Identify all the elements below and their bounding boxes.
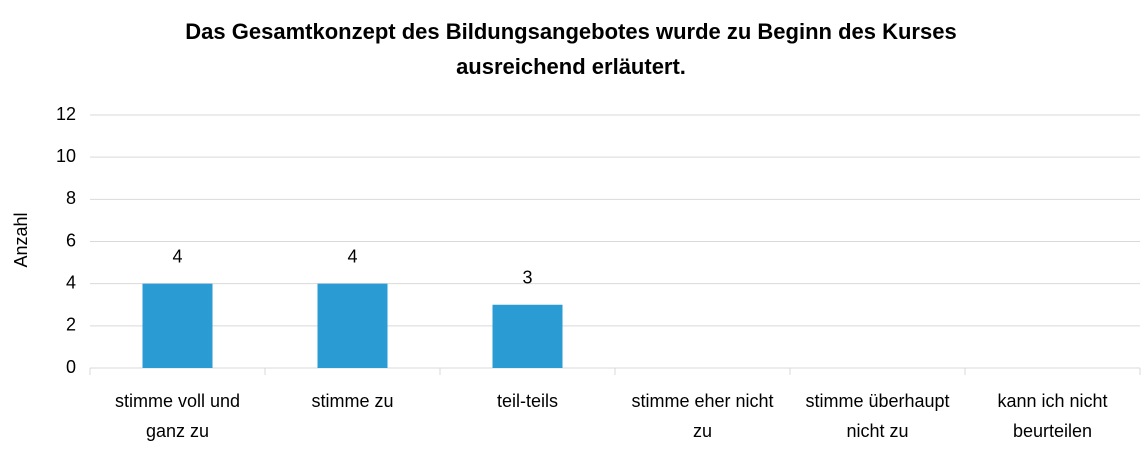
data-label: 4 bbox=[172, 246, 182, 266]
y-tick-label: 12 bbox=[56, 104, 76, 124]
x-tick-label: stimme eher nicht zu bbox=[631, 391, 774, 441]
y-tick-label: 2 bbox=[66, 315, 76, 335]
y-tick-label: 10 bbox=[56, 146, 76, 166]
x-tick-label: kann ich nicht beurteilen bbox=[997, 391, 1108, 441]
x-tick-label: teil-teils bbox=[496, 391, 558, 411]
bar bbox=[142, 283, 213, 368]
y-axis-label: Anzahl bbox=[11, 212, 31, 267]
x-tick-label: stimme zu bbox=[311, 391, 394, 411]
x-tick-label: stimme überhaupt nicht zu bbox=[805, 391, 950, 441]
x-tick-label: stimme voll und ganz zu bbox=[114, 391, 241, 441]
data-label: 4 bbox=[347, 246, 357, 266]
chart-title: Das Gesamtkonzept des Bildungsangebotes … bbox=[185, 19, 957, 79]
bar bbox=[317, 283, 388, 368]
y-tick-label: 8 bbox=[66, 188, 76, 208]
data-label: 3 bbox=[522, 268, 532, 288]
y-tick-label: 0 bbox=[66, 357, 76, 377]
bar bbox=[492, 304, 563, 368]
y-tick-label: 4 bbox=[66, 272, 76, 292]
y-tick-label: 6 bbox=[66, 230, 76, 250]
